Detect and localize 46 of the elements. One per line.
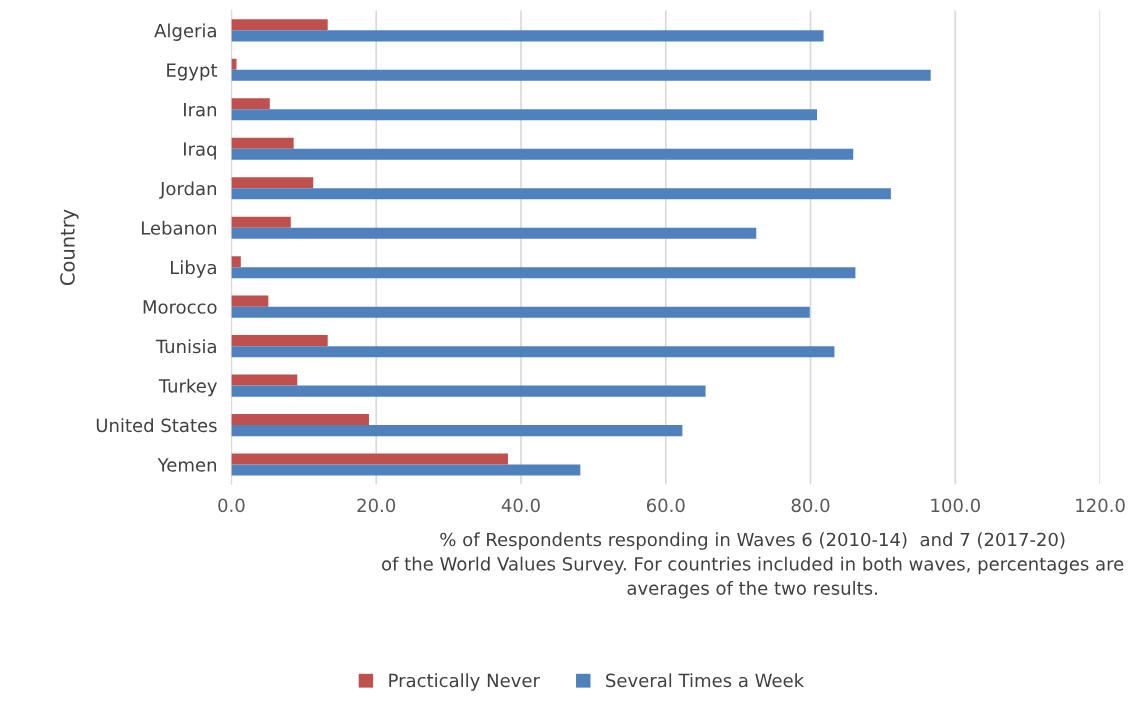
bar (231, 19, 328, 31)
y-tick-label: Lebanon (141, 220, 216, 235)
bar (231, 30, 824, 42)
bar (231, 453, 508, 465)
bar (231, 148, 854, 160)
x-tick-label: 120.0 (1076, 498, 1125, 513)
x-tick-label: 0.0 (218, 498, 245, 513)
bar (231, 425, 683, 437)
bar (231, 98, 270, 110)
bar (231, 216, 291, 228)
y-tick-label: Iran (184, 102, 216, 117)
bar (231, 385, 706, 397)
bar (231, 267, 856, 279)
y-tick-label: Yemen (157, 458, 216, 472)
bar (231, 69, 931, 81)
bar (231, 109, 818, 121)
y-tick-label: Morocco (143, 300, 217, 314)
x-axis-title: % of Respondents responding in Waves 6 (2010-14) and 7 (2017-20) of the World Values Survey. For countries included in both waves, percentages are averages of the two results. (382, 532, 1124, 599)
bar (231, 256, 241, 268)
y-axis-title: Country (60, 209, 79, 285)
y-tick-label: Libya (171, 260, 216, 278)
y-tick-label: Jordan (159, 181, 216, 199)
x-tick-label: 60.0 (646, 498, 685, 513)
bar (231, 227, 757, 239)
x-tick-label: 20.0 (357, 498, 396, 513)
y-tick-label: Egypt (167, 63, 218, 81)
y-tick-label: United States (96, 418, 217, 433)
bar (231, 295, 269, 307)
y-tick-label: Turkey (158, 378, 217, 397)
y-tick-label: Algeria (154, 23, 216, 41)
bar (231, 414, 369, 426)
bar (231, 188, 891, 200)
legend-label: Several Times a Week (606, 673, 805, 688)
bar (231, 335, 328, 347)
legend-label: Practically Never (389, 673, 540, 691)
bar (231, 137, 294, 149)
x-tick-label: 80.0 (791, 498, 830, 513)
x-tick-label: 40.0 (501, 498, 540, 513)
y-tick-label: Tunisia (155, 339, 216, 354)
bar (231, 374, 298, 386)
bar (231, 306, 810, 318)
bar (231, 346, 835, 358)
x-tick-label: 100.0 (931, 498, 980, 513)
y-tick-label: Iraq (184, 142, 216, 160)
bar (231, 464, 581, 476)
bar (231, 177, 314, 189)
